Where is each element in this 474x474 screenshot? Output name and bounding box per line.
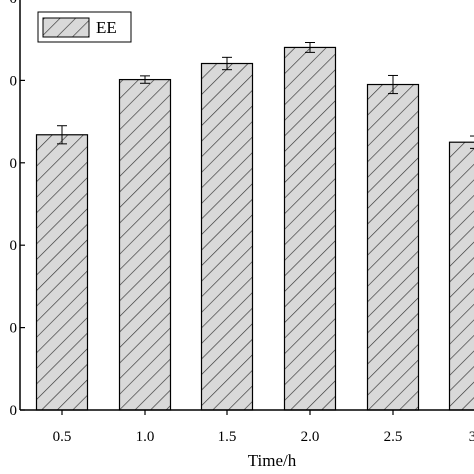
y-tick-label: 0 bbox=[10, 321, 18, 337]
bar-1.5 bbox=[200, 62, 254, 411]
x-tick-label-1.5: 1.5 bbox=[218, 429, 237, 445]
legend-swatch bbox=[42, 17, 90, 38]
bar-0.5 bbox=[35, 134, 89, 411]
y-tick-label: 0 bbox=[10, 238, 18, 254]
y-tick-label: 0 bbox=[10, 403, 18, 419]
legend-label-ee: EE bbox=[96, 18, 117, 37]
y-tick-label: 0 bbox=[10, 156, 18, 172]
x-tick-label-0.5: 0.5 bbox=[53, 429, 72, 445]
y-tick-label: 0 bbox=[10, 73, 18, 89]
legend: EE bbox=[37, 11, 132, 43]
bar-3.0 bbox=[448, 141, 474, 411]
y-tick-label: 0 bbox=[10, 0, 18, 7]
x-tick-label-2.5: 2.5 bbox=[384, 429, 403, 445]
bar-1.0 bbox=[118, 78, 172, 411]
x-tick-label-3.0: 3( bbox=[469, 429, 474, 445]
bar-2.0 bbox=[283, 46, 337, 411]
x-axis-title: Time/h bbox=[248, 451, 297, 470]
bar-2.5 bbox=[366, 83, 420, 411]
x-tick-label-2.0: 2.0 bbox=[301, 429, 320, 445]
x-tick-label-1.0: 1.0 bbox=[136, 429, 155, 445]
